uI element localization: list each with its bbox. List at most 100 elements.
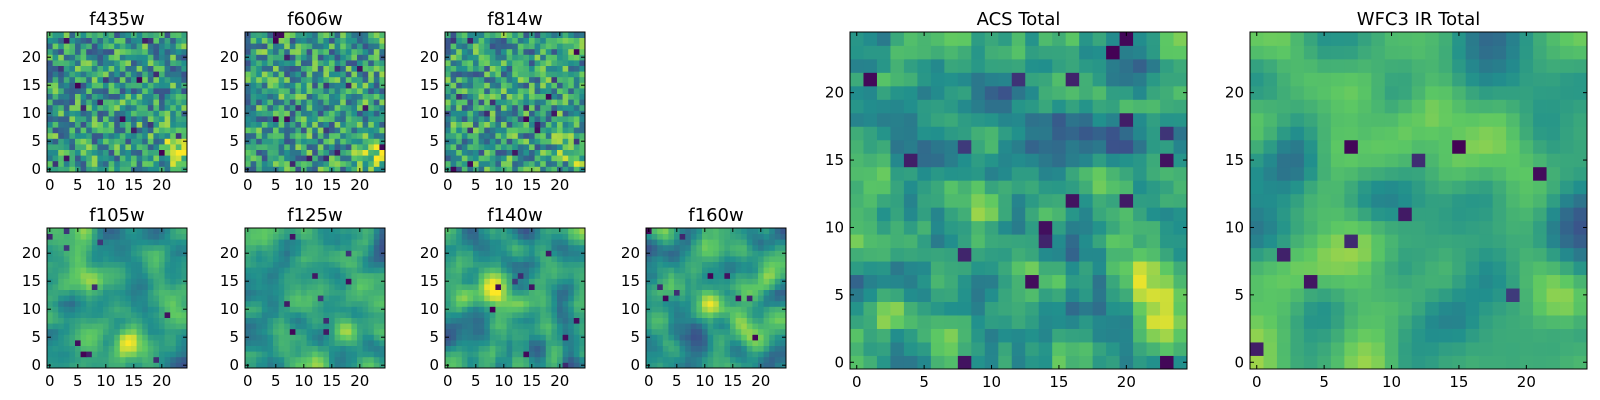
heatmap-cell	[306, 82, 313, 89]
x-tick-label: 0	[45, 372, 55, 390]
heatmap-cell	[317, 149, 324, 156]
heatmap-cell	[529, 132, 535, 139]
heatmap-cell	[136, 155, 143, 162]
heatmap-cell	[351, 300, 358, 307]
heatmap-cell	[267, 228, 274, 234]
heatmap-cell	[278, 228, 285, 234]
heatmap-cell	[903, 153, 918, 168]
heatmap-cell	[501, 104, 507, 111]
heatmap-cell	[562, 295, 569, 302]
heatmap-cell	[181, 300, 188, 307]
heatmap-cell	[1146, 342, 1161, 356]
heatmap-cell	[573, 334, 580, 341]
heatmap-cell	[52, 351, 59, 358]
heatmap-cell	[461, 244, 468, 251]
heatmap-cell	[557, 88, 563, 94]
heatmap-cell	[735, 362, 742, 369]
heatmap-cell	[523, 328, 530, 335]
heatmap-cell	[47, 93, 53, 100]
heatmap-cell	[301, 278, 307, 285]
heatmap-cell	[345, 121, 352, 128]
heatmap-cell	[86, 244, 93, 251]
heatmap-cell	[159, 284, 165, 290]
heatmap-cell	[125, 48, 132, 55]
heatmap-cell	[69, 160, 76, 167]
heatmap-cell	[69, 289, 76, 296]
heatmap-cell	[568, 295, 575, 302]
heatmap-cell	[557, 317, 563, 324]
heatmap-cell	[517, 116, 524, 122]
heatmap-cell	[142, 149, 149, 156]
heatmap-cell	[345, 32, 352, 38]
heatmap-cell	[930, 153, 945, 168]
heatmap-cell	[1011, 328, 1026, 343]
heatmap-cell	[690, 233, 697, 240]
heatmap-cell	[534, 239, 541, 246]
heatmap-cell	[685, 228, 692, 234]
heatmap-cell	[345, 88, 352, 94]
heatmap-cell	[103, 138, 109, 145]
heatmap-cell	[735, 334, 742, 341]
heatmap-cell	[47, 76, 53, 83]
heatmap-cell	[136, 116, 143, 122]
heatmap-cell	[461, 54, 468, 61]
heatmap-cell	[534, 93, 541, 100]
heatmap-cell	[573, 351, 580, 358]
heatmap-cell	[450, 110, 457, 117]
heatmap-cell	[724, 312, 731, 318]
heatmap-cell	[679, 312, 686, 318]
heatmap-cell	[774, 244, 781, 251]
heatmap-cell	[1079, 261, 1094, 276]
heatmap-cell	[63, 306, 70, 313]
heatmap-cell	[957, 166, 972, 181]
heatmap-cell	[317, 250, 324, 257]
heatmap-cell	[517, 340, 524, 346]
heatmap-cell	[1052, 180, 1067, 195]
heatmap-cell	[473, 306, 479, 313]
heatmap-cell	[295, 127, 302, 134]
heatmap-cell	[467, 345, 474, 352]
heatmap-cell	[774, 233, 781, 240]
heatmap-cell	[175, 356, 182, 363]
heatmap-cell	[523, 345, 530, 352]
heatmap-cell	[763, 345, 770, 352]
heatmap-cell	[345, 278, 352, 285]
heatmap-cell	[362, 233, 369, 240]
heatmap-cell	[473, 261, 479, 268]
heatmap-cell	[551, 362, 558, 369]
heatmap-cell	[478, 93, 485, 100]
heatmap-cell	[668, 250, 675, 257]
heatmap-cell	[1160, 301, 1174, 316]
heatmap-cell	[534, 65, 541, 72]
heatmap-cell	[657, 256, 664, 262]
heatmap-cell	[357, 54, 363, 61]
heatmap-cell	[256, 138, 263, 145]
heatmap-cell	[323, 65, 330, 72]
heatmap-cell	[450, 71, 457, 78]
heatmap-cell	[164, 356, 171, 363]
heatmap-cell	[467, 284, 474, 290]
heatmap-cell	[86, 99, 93, 106]
heatmap-cell	[75, 149, 81, 156]
heatmap-cell	[97, 312, 104, 318]
heatmap-cell	[1119, 193, 1134, 208]
heatmap-cell	[456, 267, 463, 274]
heatmap-cell	[289, 340, 296, 346]
heatmap-cell	[295, 88, 302, 94]
heatmap-cell	[506, 250, 513, 257]
heatmap-cell	[713, 317, 720, 324]
heatmap-cell	[495, 284, 502, 290]
heatmap-cell	[317, 362, 324, 369]
heatmap-cell	[75, 334, 81, 341]
heatmap-cell	[501, 306, 507, 313]
heatmap-cell	[103, 278, 109, 285]
heatmap-cell	[489, 76, 496, 83]
heatmap-cell	[284, 312, 291, 318]
heatmap-cell	[551, 99, 558, 106]
heatmap-cell	[573, 43, 580, 50]
heatmap-cell	[724, 340, 731, 346]
heatmap-cell	[181, 32, 188, 38]
heatmap-cell	[329, 110, 335, 117]
heatmap-cell	[456, 345, 463, 352]
heatmap-cell	[724, 233, 731, 240]
